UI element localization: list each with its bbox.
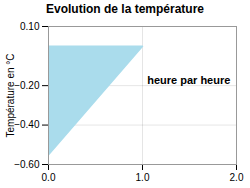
html-text:Evolution de la température: Evolution de la température [46,2,204,16]
svg-text:0.10: 0.10 [20,21,40,32]
svg-text:−0.20: −0.20 [14,80,40,91]
svg-text:Température en °C: Température en °C [5,53,16,137]
svg-text:−0.60: −0.60 [14,159,40,170]
svg-text:2.0: 2.0 [230,172,244,183]
svg-text:0.0: 0.0 [42,172,56,183]
svg-text:1.0: 1.0 [136,172,150,183]
svg-text:−0.40: −0.40 [14,119,40,130]
svg-text:heure par heure: heure par heure [147,74,230,86]
